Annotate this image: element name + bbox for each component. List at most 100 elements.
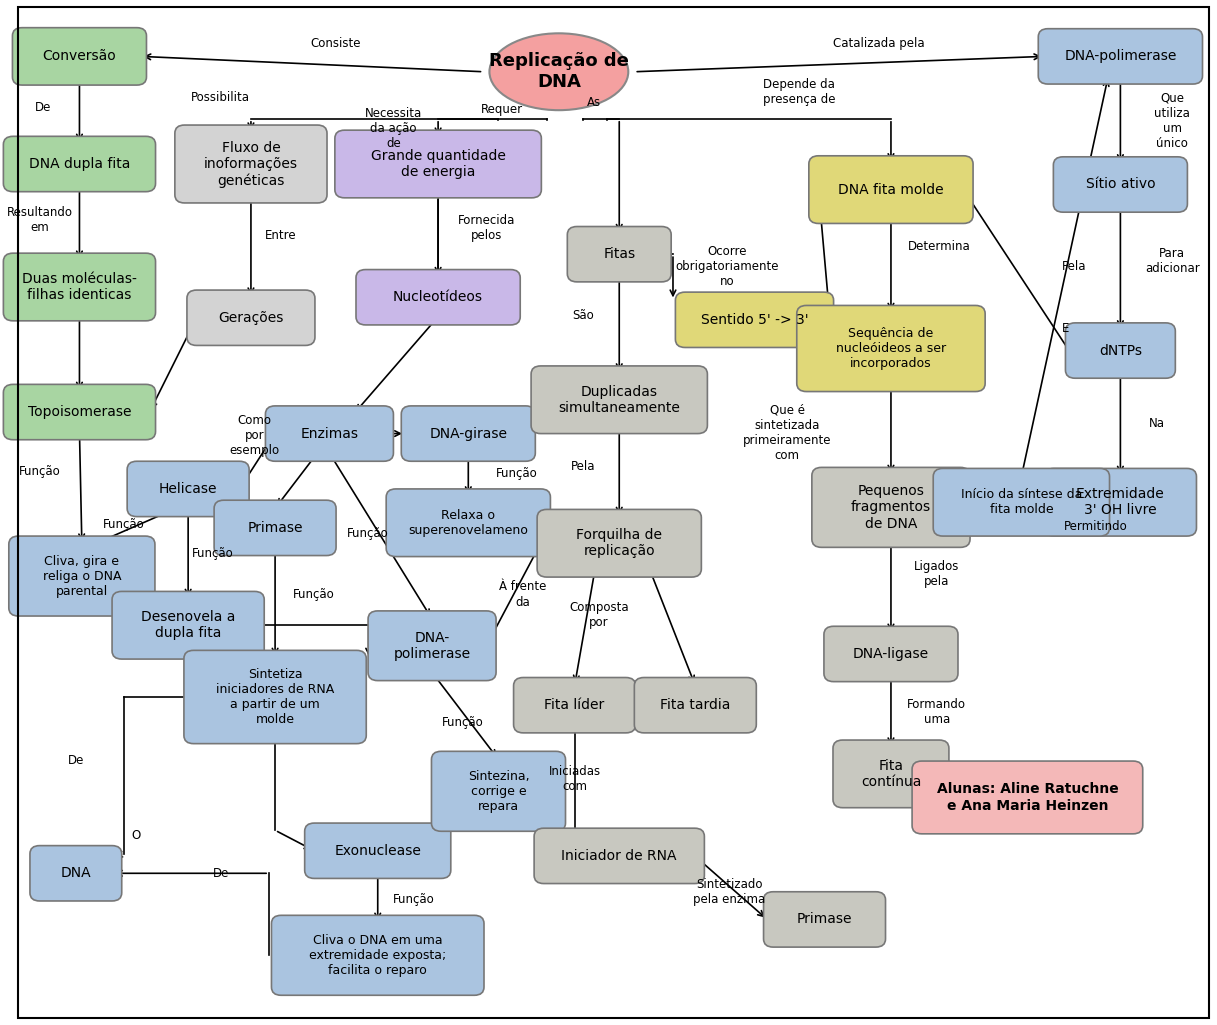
Text: Grande quantidade
de energia: Grande quantidade de energia — [371, 149, 505, 179]
Text: Função: Função — [191, 547, 234, 560]
FancyBboxPatch shape — [809, 156, 974, 223]
Ellipse shape — [489, 33, 628, 111]
Text: Desenovela a
dupla fita: Desenovela a dupla fita — [141, 610, 235, 641]
FancyBboxPatch shape — [912, 761, 1143, 834]
FancyBboxPatch shape — [1038, 29, 1202, 84]
Text: Necessita
da ação
de: Necessita da ação de — [365, 107, 422, 150]
FancyBboxPatch shape — [335, 130, 542, 198]
FancyBboxPatch shape — [4, 384, 156, 440]
FancyBboxPatch shape — [763, 892, 886, 947]
FancyBboxPatch shape — [1054, 157, 1188, 212]
Text: Iniciadas
com: Iniciadas com — [549, 765, 601, 793]
Text: Primase: Primase — [797, 912, 852, 927]
Text: São: São — [572, 310, 594, 322]
Text: Enzimas: Enzimas — [301, 426, 359, 441]
FancyBboxPatch shape — [634, 678, 756, 733]
FancyBboxPatch shape — [567, 227, 671, 282]
Text: Permitindo: Permitindo — [1065, 521, 1128, 533]
Text: DNA: DNA — [61, 866, 91, 880]
Text: Sentido 5' -> 3': Sentido 5' -> 3' — [701, 313, 808, 327]
Text: Composta
por: Composta por — [568, 601, 628, 629]
Text: Fluxo de
inoformações
genéticas: Fluxo de inoformações genéticas — [204, 140, 298, 188]
Text: Possibilita: Possibilita — [191, 91, 251, 104]
Text: Na: Na — [1149, 417, 1165, 429]
Text: Exonuclease: Exonuclease — [335, 844, 421, 858]
Text: Sítio ativo: Sítio ativo — [1086, 177, 1155, 192]
Text: Replicação de
DNA: Replicação de DNA — [489, 52, 629, 91]
FancyBboxPatch shape — [127, 461, 249, 517]
Text: Formando
uma: Formando uma — [908, 698, 966, 727]
Text: Pequenos
fragmentos
de DNA: Pequenos fragmentos de DNA — [851, 484, 931, 531]
Text: De: De — [68, 754, 84, 767]
Text: Sintetiza
iniciadores de RNA
a partir de um
molde: Sintetiza iniciadores de RNA a partir de… — [215, 668, 335, 726]
Text: Início da síntese da
fita molde: Início da síntese da fita molde — [960, 488, 1082, 517]
Text: De: De — [35, 101, 51, 114]
FancyBboxPatch shape — [12, 28, 146, 85]
Text: Nucleotídeos: Nucleotídeos — [393, 290, 483, 304]
Text: Função: Função — [103, 519, 145, 531]
FancyBboxPatch shape — [271, 915, 484, 995]
Text: As: As — [587, 96, 601, 109]
Text: Que
utiliza
um
único: Que utiliza um único — [1155, 92, 1190, 150]
Text: DNA-girase: DNA-girase — [430, 426, 507, 441]
Text: Alunas: Aline Ratuchne
e Ana Maria Heinzen: Alunas: Aline Ratuchne e Ana Maria Heinz… — [937, 782, 1118, 813]
Text: Pela: Pela — [571, 460, 595, 473]
FancyBboxPatch shape — [832, 740, 949, 808]
FancyBboxPatch shape — [214, 500, 336, 556]
Text: Função: Função — [495, 467, 538, 480]
Text: Pela: Pela — [1062, 260, 1087, 273]
Text: Ligados
pela: Ligados pela — [914, 560, 959, 588]
FancyBboxPatch shape — [1065, 323, 1176, 378]
Text: DNA-polimerase: DNA-polimerase — [1064, 49, 1177, 64]
Text: E: E — [1062, 322, 1070, 334]
Text: DNA dupla fita: DNA dupla fita — [29, 157, 130, 171]
FancyBboxPatch shape — [184, 650, 366, 744]
Text: De: De — [213, 867, 229, 879]
FancyBboxPatch shape — [30, 846, 122, 901]
Text: Sintetizado
pela enzima: Sintetizado pela enzima — [692, 877, 765, 906]
Text: Função: Função — [293, 588, 335, 601]
Text: Catalizada pela: Catalizada pela — [834, 37, 925, 49]
Text: Iniciador de RNA: Iniciador de RNA — [561, 849, 677, 863]
FancyBboxPatch shape — [9, 536, 155, 616]
FancyBboxPatch shape — [1044, 468, 1196, 536]
Text: Função: Função — [18, 465, 61, 478]
Text: DNA-
polimerase: DNA- polimerase — [393, 630, 471, 661]
Text: Ocorre
obrigatoriamente
no: Ocorre obrigatoriamente no — [675, 245, 779, 288]
FancyBboxPatch shape — [265, 406, 393, 461]
FancyBboxPatch shape — [534, 828, 705, 884]
Text: Extremidade
3' OH livre: Extremidade 3' OH livre — [1076, 487, 1165, 518]
Text: Topoisomerase: Topoisomerase — [28, 405, 131, 419]
Text: Fita tardia: Fita tardia — [660, 698, 730, 712]
Text: Sequência de
nucleóideos a ser
incorporados: Sequência de nucleóideos a ser incorpora… — [836, 327, 946, 370]
Text: Sintezina,
corrige e
repara: Sintezina, corrige e repara — [467, 770, 529, 813]
FancyBboxPatch shape — [4, 253, 156, 321]
FancyBboxPatch shape — [357, 270, 520, 325]
Text: Conversão: Conversão — [43, 49, 117, 64]
FancyBboxPatch shape — [112, 591, 264, 659]
Text: Resultando
em: Resultando em — [6, 206, 73, 235]
Text: Fita
contínua: Fita contínua — [860, 758, 921, 789]
Text: Consiste: Consiste — [310, 37, 360, 49]
FancyBboxPatch shape — [187, 290, 315, 345]
Text: Entre: Entre — [265, 230, 297, 242]
FancyBboxPatch shape — [386, 489, 550, 557]
Text: Fornecida
pelos: Fornecida pelos — [458, 213, 515, 242]
Text: Que é
sintetizada
primeiramente
com: Que é sintetizada primeiramente com — [742, 404, 831, 461]
FancyBboxPatch shape — [432, 751, 566, 831]
Text: O: O — [131, 829, 141, 842]
Text: Relaxa o
superenovelameno: Relaxa o superenovelameno — [409, 508, 528, 537]
Text: Fita líder: Fita líder — [544, 698, 605, 712]
Text: Forquilha de
replicação: Forquilha de replicação — [576, 528, 662, 559]
FancyBboxPatch shape — [531, 366, 707, 434]
Text: Gerações: Gerações — [218, 311, 284, 325]
Text: Função: Função — [347, 527, 389, 539]
Text: Duplicadas
simultaneamente: Duplicadas simultaneamente — [559, 384, 680, 415]
Text: dNTPs: dNTPs — [1099, 343, 1142, 358]
Text: Helicase: Helicase — [159, 482, 218, 496]
FancyBboxPatch shape — [812, 467, 970, 547]
Text: DNA-ligase: DNA-ligase — [853, 647, 929, 661]
Text: DNA fita molde: DNA fita molde — [839, 182, 943, 197]
Text: Determina: Determina — [908, 240, 971, 252]
Text: Função: Função — [442, 716, 483, 729]
